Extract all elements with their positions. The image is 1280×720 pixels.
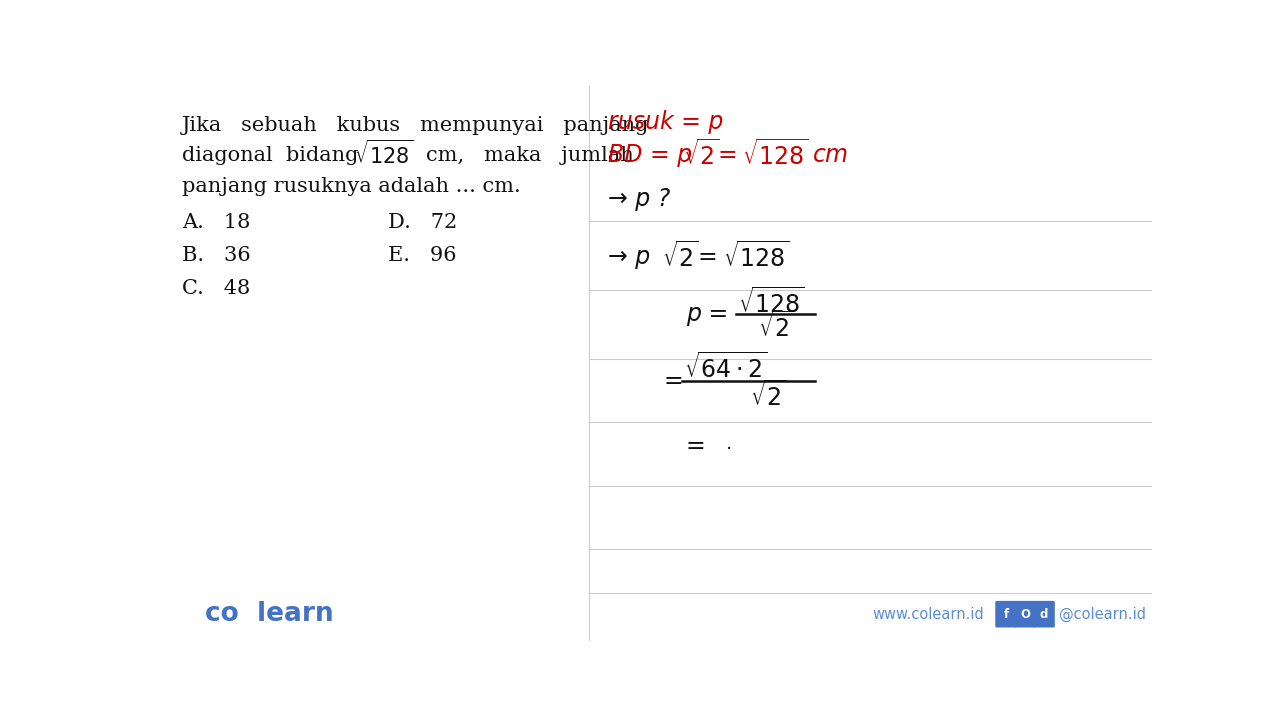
Text: C.   48: C. 48 — [182, 279, 250, 297]
FancyBboxPatch shape — [1033, 601, 1055, 628]
Text: $\sqrt{2}$: $\sqrt{2}$ — [750, 380, 787, 411]
Text: $\sqrt{2}$: $\sqrt{2}$ — [662, 241, 699, 272]
Text: → p: → p — [608, 245, 650, 269]
Text: panjang rusuknya adalah ... cm.: panjang rusuknya adalah ... cm. — [182, 176, 521, 196]
Text: A.   18: A. 18 — [182, 212, 250, 232]
Text: d: d — [1039, 608, 1048, 621]
FancyBboxPatch shape — [1014, 601, 1036, 628]
Text: =: = — [686, 433, 705, 458]
Text: www.colearn.id: www.colearn.id — [872, 607, 984, 621]
Text: $\sqrt{128}$: $\sqrt{128}$ — [742, 140, 809, 170]
Text: rusuk = p: rusuk = p — [608, 110, 723, 135]
Text: =: = — [664, 369, 684, 393]
Text: @colearn.id: @colearn.id — [1059, 606, 1146, 622]
Text: Jika   sebuah   kubus   mempunyai   panjang: Jika sebuah kubus mempunyai panjang — [182, 116, 649, 135]
Text: D.   72: D. 72 — [388, 212, 457, 232]
Text: O: O — [1020, 608, 1030, 621]
Text: → p ?: → p ? — [608, 187, 671, 212]
Text: E.   96: E. 96 — [388, 246, 457, 265]
Text: $\sqrt{2}$: $\sqrt{2}$ — [758, 312, 795, 342]
FancyBboxPatch shape — [996, 601, 1018, 628]
Text: cm,   maka   jumlah: cm, maka jumlah — [426, 146, 634, 165]
Text: .: . — [726, 434, 732, 453]
Text: diagonal  bidang: diagonal bidang — [182, 146, 358, 165]
Text: $\sqrt{128}$: $\sqrt{128}$ — [739, 287, 805, 318]
Text: =: = — [698, 245, 717, 269]
Text: co  learn: co learn — [205, 601, 333, 627]
Text: $\sqrt{128}$: $\sqrt{128}$ — [723, 241, 790, 272]
Text: $\sqrt{2}$: $\sqrt{2}$ — [682, 140, 719, 170]
Text: $\sqrt{64 \cdot 2}$: $\sqrt{64 \cdot 2}$ — [684, 353, 767, 383]
Text: cm: cm — [813, 143, 849, 166]
Text: $\sqrt{128}$: $\sqrt{128}$ — [355, 139, 413, 168]
Text: BD = p: BD = p — [608, 143, 692, 166]
Text: =: = — [718, 143, 737, 166]
Text: p =: p = — [686, 302, 728, 325]
Text: f: f — [1004, 608, 1009, 621]
Text: B.   36: B. 36 — [182, 246, 251, 265]
